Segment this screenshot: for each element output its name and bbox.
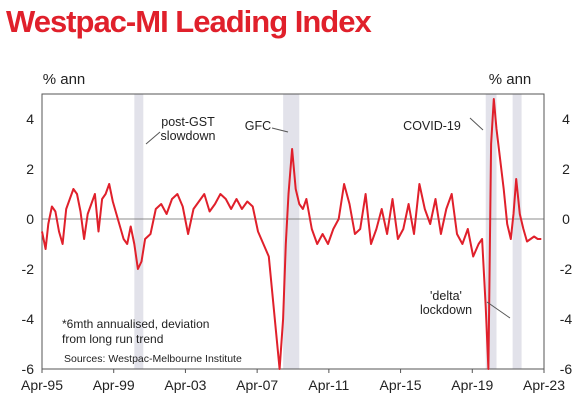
shaded-period <box>134 94 144 369</box>
x-tick-label: Apr-23 <box>523 377 565 393</box>
annotations: post-GST slowdown GFC COVID-19 'delta' lockdo… <box>145 115 511 319</box>
x-axis: Apr-95 Apr-99 Apr-03 Apr-07 Apr-11 Apr-15 Apr-… <box>21 369 565 393</box>
y-tick-right: 2 <box>562 161 570 177</box>
x-tick-label: Apr-15 <box>380 377 422 393</box>
annotation: 'delta' lockdown <box>420 289 472 317</box>
x-tick-label: Apr-11 <box>308 377 349 393</box>
shaded-period <box>283 94 300 369</box>
x-tick-label: Apr-07 <box>236 377 278 393</box>
footnote: *6mth annualised, deviation from long run… <box>62 317 209 346</box>
y-tick-right: 0 <box>562 211 570 227</box>
y-tick-left: -4 <box>22 311 35 327</box>
source-note: Sources: Westpac-Melbourne Institute <box>64 353 242 365</box>
x-tick-label: Apr-19 <box>451 377 493 393</box>
y-tick-left: -6 <box>22 361 35 377</box>
annotation: post-GST slowdown <box>161 115 216 143</box>
annotation-leader <box>469 117 484 131</box>
y-tick-left: 0 <box>26 211 34 227</box>
y-tick-right: -6 <box>560 361 573 377</box>
shaded-period <box>485 94 497 369</box>
y-axis-right: 4 2 0 -2 -4 -6 <box>560 111 573 377</box>
annotation: GFC <box>245 119 271 133</box>
annotation-leader <box>271 127 289 133</box>
y-tick-right: -4 <box>560 311 573 327</box>
y-tick-left: 4 <box>26 111 34 127</box>
y-tick-left: -2 <box>22 261 35 277</box>
series-line <box>41 98 542 370</box>
y-tick-right: -2 <box>560 261 573 277</box>
annotation: COVID-19 <box>403 119 461 133</box>
y-axis-right-unit: % ann <box>489 71 532 88</box>
y-tick-left: 2 <box>26 161 34 177</box>
x-tick-label: Apr-03 <box>164 377 206 393</box>
chart-title: Westpac-MI Leading Index <box>6 4 372 39</box>
x-tick-label: Apr-99 <box>93 377 135 393</box>
y-tick-right: 4 <box>562 111 570 127</box>
annotation-leader <box>486 301 511 319</box>
shaded-periods <box>134 94 522 369</box>
x-tick-label: Apr-95 <box>21 377 63 393</box>
y-axis-left: 4 2 0 -2 -4 -6 <box>22 111 35 377</box>
y-axis-left-unit: % ann <box>43 71 86 88</box>
shaded-period <box>512 94 522 369</box>
annotation-leader <box>145 131 161 145</box>
